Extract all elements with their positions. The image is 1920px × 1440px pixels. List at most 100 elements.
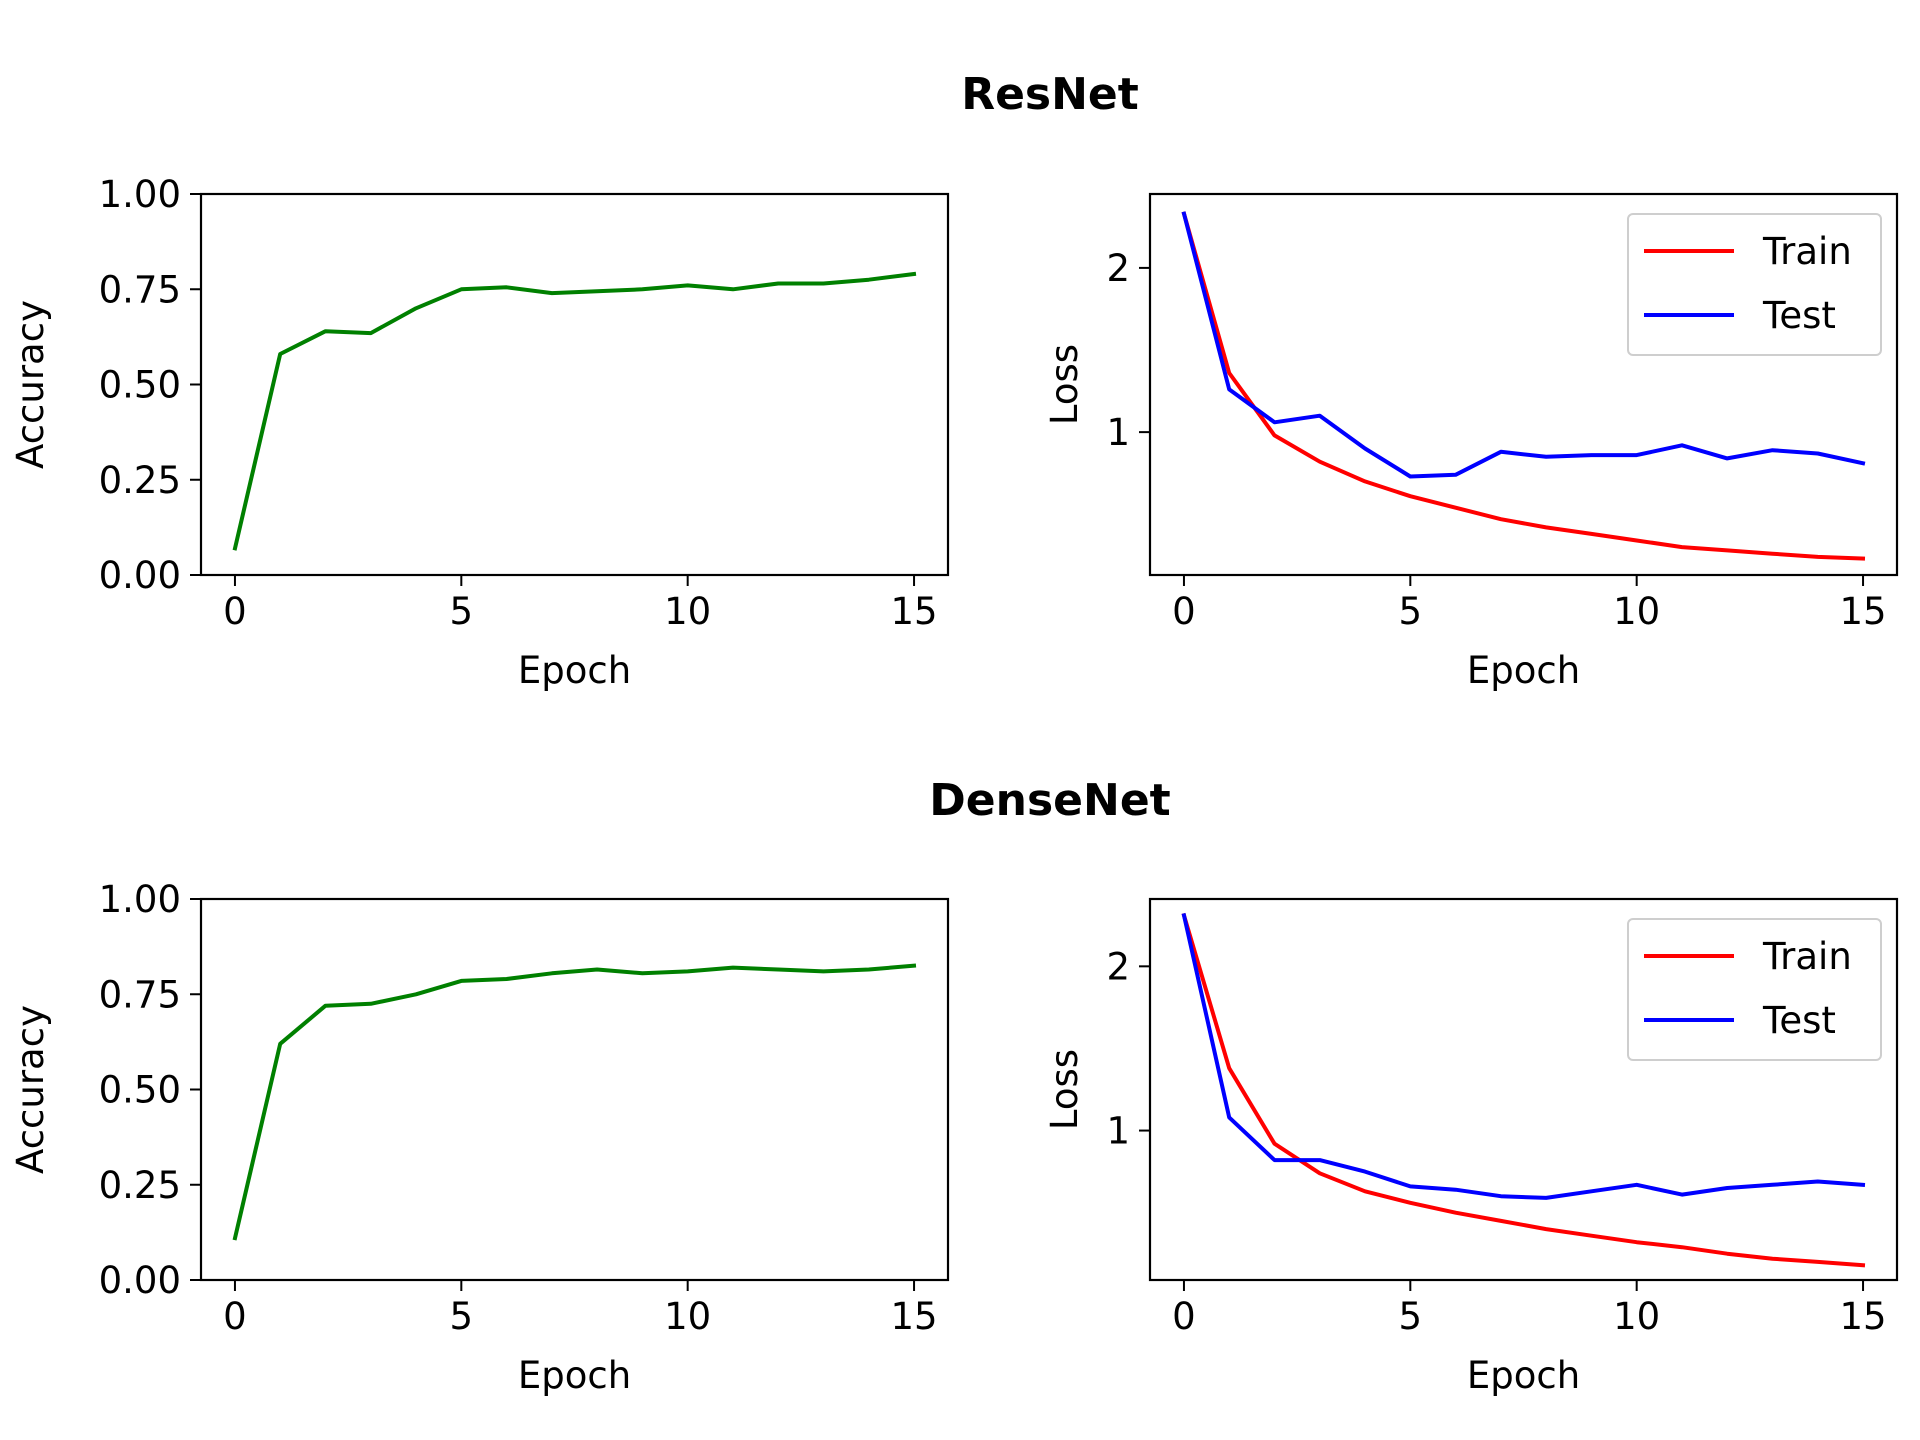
resnet-loss-point-test-4 (1364, 448, 1366, 449)
densenet-loss-xtick-label-0: 0 (1172, 1295, 1196, 1338)
resnet-loss-point-test-7 (1500, 451, 1502, 453)
resnet-loss-series-test (1181, 211, 1866, 479)
resnet-accuracy-point-line-5 (460, 288, 462, 290)
densenet-accuracy-point-line-5 (460, 980, 462, 982)
densenet-title: DenseNet (929, 775, 1170, 826)
densenet-loss-xtick-label-3: 15 (1839, 1295, 1886, 1338)
resnet-accuracy-point-line-2 (325, 330, 326, 332)
resnet-loss-legend-label-test: Test (1762, 294, 1836, 337)
densenet-loss-point-test-3 (1319, 1159, 1321, 1161)
densenet-accuracy-xtick-label-0: 0 (223, 1295, 247, 1338)
resnet-loss-xtick-label-0: 0 (1172, 590, 1196, 633)
densenet-accuracy-xlabel: Epoch (518, 1354, 631, 1397)
resnet-loss-ytick-label-0: 1 (1106, 411, 1130, 454)
resnet-accuracy-point-line-4 (415, 307, 417, 309)
densenet-accuracy-point-line-12 (777, 969, 779, 970)
resnet-accuracy-point-line-6 (506, 286, 508, 288)
densenet-loss-point-train-2 (1274, 1143, 1275, 1145)
densenet-loss-point-train-7 (1500, 1220, 1502, 1222)
resnet-title: ResNet (961, 69, 1139, 120)
resnet-accuracy-point-line-1 (279, 353, 281, 355)
resnet-loss-point-train-1 (1228, 372, 1230, 374)
densenet-loss-point-train-13 (1772, 1258, 1773, 1260)
resnet-loss-xtick-label-3: 15 (1839, 590, 1886, 633)
densenet-loss-point-train-5 (1409, 1202, 1411, 1204)
resnet-loss-xtick-label-1: 5 (1399, 590, 1423, 633)
densenet-accuracy-point-line-0 (234, 1237, 236, 1239)
subplots: 0 5 10 150.000.250.500.751.00EpochAccuracy0… (9, 173, 1899, 1397)
densenet-loss-point-train-12 (1726, 1253, 1728, 1255)
resnet-accuracy-ytick-label-3: 0.75 (99, 268, 181, 311)
resnet-accuracy-ytick-label-1: 0.25 (99, 459, 181, 502)
resnet-accuracy-xtick-label-0: 0 (223, 590, 247, 633)
densenet-accuracy-xtick-label-1: 5 (450, 1295, 474, 1338)
resnet-loss-point-train-6 (1455, 507, 1457, 509)
resnet-loss-axes: 0 5 10 15 1 2 Epoch Loss Train Test (1043, 192, 1899, 692)
resnet-accuracy-xlabel: Epoch (518, 649, 631, 692)
resnet-loss-point-train-9 (1590, 533, 1592, 535)
resnet-loss-point-train-3 (1319, 461, 1321, 463)
densenet-accuracy-xtick-label-3: 15 (890, 1295, 937, 1338)
resnet-loss-point-train-5 (1409, 495, 1411, 497)
densenet-loss-xtick-label-2: 10 (1613, 1295, 1660, 1338)
densenet-loss-point-test-8 (1545, 1197, 1547, 1199)
densenet-loss-point-train-8 (1545, 1228, 1547, 1230)
resnet-loss-ylabel: Loss (1043, 344, 1086, 425)
resnet-loss-point-test-2 (1274, 421, 1275, 423)
densenet-loss-point-train-14 (1817, 1261, 1819, 1263)
densenet-accuracy-point-line-14 (868, 969, 870, 970)
densenet-loss-frame (1148, 897, 1899, 1282)
resnet-loss-xlabel: Epoch (1467, 649, 1580, 692)
densenet-loss-point-test-1 (1228, 1116, 1230, 1118)
densenet-accuracy-ytick-label-3: 0.75 (99, 973, 181, 1016)
resnet-accuracy-xtick-label-2: 10 (664, 590, 711, 633)
resnet-accuracy-axes: 0 5 10 15 0.00 0.25 0.50 0.75 1.00 Epoch Accuracy (9, 173, 950, 692)
resnet-accuracy-ylabel: Accuracy (9, 300, 52, 469)
resnet-loss-point-train-13 (1772, 553, 1773, 555)
resnet-accuracy-point-line-15 (913, 273, 915, 275)
resnet-accuracy-ytick-label-2: 0.50 (99, 364, 181, 407)
densenet-accuracy-point-line-11 (732, 967, 734, 969)
resnet-loss-legend: Train Test (1627, 213, 1882, 356)
resnet-accuracy-ytick-label-0: 0.00 (99, 554, 181, 597)
resnet-loss-point-train-14 (1817, 556, 1819, 558)
densenet-accuracy-ytick-label-1: 0.25 (99, 1164, 181, 1207)
resnet-loss-series-train (1181, 211, 1866, 561)
resnet-accuracy-xtick-label-1: 5 (450, 590, 474, 633)
densenet-accuracy-point-line-3 (370, 1003, 372, 1005)
resnet-accuracy-point-line-10 (687, 284, 689, 286)
densenet-loss-point-train-9 (1590, 1235, 1592, 1237)
resnet-accuracy-point-line-7 (551, 292, 553, 294)
densenet-accuracy-ylabel: Accuracy (9, 1005, 52, 1174)
resnet-loss-ytick-label-1: 2 (1106, 247, 1130, 290)
densenet-loss-point-train-1 (1228, 1067, 1230, 1069)
densenet-accuracy-point-line-6 (506, 978, 508, 980)
resnet-loss-point-test-9 (1590, 454, 1592, 456)
densenet-loss-ylabel: Loss (1043, 1049, 1086, 1130)
densenet-loss-legend-label-test: Test (1762, 999, 1836, 1042)
densenet-accuracy-ytick-label-4: 1.00 (99, 878, 181, 921)
densenet-loss-point-test-0 (1183, 914, 1185, 916)
resnet-accuracy-point-line-9 (641, 288, 643, 290)
densenet-loss-point-test-9 (1590, 1190, 1592, 1192)
resnet-loss-point-test-5 (1409, 476, 1411, 477)
resnet-loss-point-train-12 (1726, 549, 1728, 551)
densenet-loss-point-test-7 (1500, 1195, 1502, 1197)
densenet-accuracy-ytick-label-0: 0.00 (99, 1259, 181, 1302)
resnet-loss-legend-label-train: Train (1762, 230, 1852, 273)
resnet-accuracy-point-line-13 (823, 283, 824, 284)
resnet-loss-point-train-4 (1364, 480, 1366, 482)
densenet-accuracy-point-line-1 (279, 1043, 281, 1045)
resnet-loss-point-test-12 (1726, 457, 1728, 459)
densenet-loss-point-test-15 (1862, 1184, 1864, 1186)
densenet-accuracy-point-line-9 (641, 972, 643, 974)
resnet-accuracy-point-line-3 (370, 332, 372, 334)
densenet-loss-ytick-label-1: 2 (1106, 945, 1130, 988)
resnet-accuracy-point-line-14 (868, 279, 870, 281)
resnet-accuracy-series-line (232, 271, 917, 551)
densenet-loss-point-test-11 (1681, 1194, 1683, 1196)
densenet-loss-series-test (1181, 913, 1866, 1200)
resnet-loss-point-test-1 (1228, 388, 1230, 390)
